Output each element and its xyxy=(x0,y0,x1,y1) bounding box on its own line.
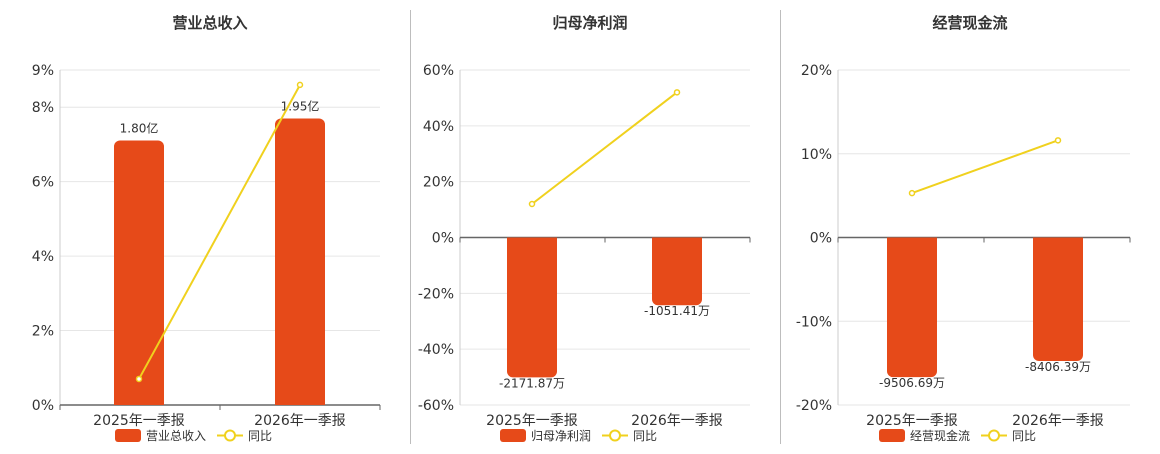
x-category-label: 2026年一季报 xyxy=(631,413,723,429)
x-category-label: 2025年一季报 xyxy=(866,413,958,429)
y-tick-label: 60% xyxy=(423,63,454,79)
legend-bar-label[interactable]: 归母净利润 xyxy=(531,429,591,443)
yoy-point[interactable] xyxy=(528,200,536,208)
bar-base xyxy=(1033,237,1083,246)
legend-line-marker xyxy=(609,429,621,442)
bar-value-label: 1.80亿 xyxy=(120,121,159,136)
y-tick-label: 2% xyxy=(32,324,54,340)
bar-value-label: -2171.87万 xyxy=(499,376,565,390)
legend-bar-label[interactable]: 营业总收入 xyxy=(146,429,206,443)
yoy-point[interactable] xyxy=(908,189,916,197)
bar-value-label: -1051.41万 xyxy=(644,304,710,318)
y-tick-label: -60% xyxy=(418,398,454,414)
y-tick-label: 4% xyxy=(32,249,54,265)
bar[interactable] xyxy=(507,237,557,378)
y-tick-label: -20% xyxy=(418,286,454,302)
legend-bar-label[interactable]: 经营现金流 xyxy=(910,428,970,443)
bar-base xyxy=(114,397,164,405)
bar-base xyxy=(887,237,937,246)
chart-svg: 经营现金流 -20% -10% 0% 10% 20% -9506.69万 -8406.39万 2… xyxy=(796,14,1131,443)
bar[interactable] xyxy=(1033,237,1083,362)
panel-divider xyxy=(410,10,411,444)
bar-base xyxy=(275,397,325,405)
y-tick-label: 8% xyxy=(32,100,54,116)
yoy-point[interactable] xyxy=(673,89,681,96)
y-tick-label: -10% xyxy=(796,314,832,330)
panel-divider xyxy=(780,10,781,444)
x-category-label: 2026年一季报 xyxy=(1012,413,1104,429)
legend-bar-swatch[interactable] xyxy=(500,429,526,442)
chart-panel: 经营现金流 -20% -10% 0% 10% 20% -9506.69万 -8406.39万 2… xyxy=(780,0,1160,450)
legend-line-marker xyxy=(224,429,236,442)
chart-title: 归母净利润 xyxy=(552,14,627,32)
chart-panel: 归母净利润 -60% -40% -20% 0% 20% 40% 60% -2171.87万 -10… xyxy=(410,0,770,450)
yoy-point[interactable] xyxy=(1054,137,1062,144)
bar-base xyxy=(507,237,557,246)
yoy-line xyxy=(911,139,1059,195)
y-tick-label: -20% xyxy=(796,398,832,414)
legend-line-label[interactable]: 同比 xyxy=(248,429,272,443)
y-tick-label: 20% xyxy=(801,63,832,79)
legend-line-label[interactable]: 同比 xyxy=(1012,429,1036,443)
yoy-point[interactable] xyxy=(296,81,304,89)
legend-line-marker xyxy=(988,429,1000,442)
chart-title: 经营现金流 xyxy=(932,14,1007,32)
bar[interactable] xyxy=(887,237,937,378)
y-tick-label: -40% xyxy=(418,342,454,358)
bar[interactable] xyxy=(275,118,325,405)
legend-bar-swatch[interactable] xyxy=(115,429,141,442)
bar[interactable] xyxy=(114,140,164,406)
x-category-label: 2025年一季报 xyxy=(486,413,578,429)
x-category-label: 2025年一季报 xyxy=(93,413,185,429)
bar-base xyxy=(652,237,702,246)
yoy-line xyxy=(531,91,678,205)
y-tick-label: 0% xyxy=(32,398,54,414)
chart-title: 营业总收入 xyxy=(172,14,247,32)
chart-svg: 归母净利润 -60% -40% -20% 0% 20% 40% 60% -2171.87万 -10… xyxy=(418,14,751,443)
yoy-point[interactable] xyxy=(135,375,143,383)
y-tick-label: 40% xyxy=(423,119,454,135)
bar-value-label: -8406.39万 xyxy=(1025,360,1091,374)
bar-value-label: -9506.69万 xyxy=(879,376,945,390)
x-category-label: 2026年一季报 xyxy=(254,413,346,429)
y-tick-label: 20% xyxy=(423,175,454,191)
bar[interactable] xyxy=(652,237,702,306)
y-tick-label: 6% xyxy=(32,175,54,191)
y-tick-label: 0% xyxy=(432,231,454,247)
chart-panel: 营业总收入 0% 2% 4% 6% 8% 9% 1.80亿 1.95亿 2025年一季报 2026年… xyxy=(0,0,390,450)
y-tick-label: 9% xyxy=(32,63,54,79)
yoy-line xyxy=(138,84,301,380)
legend-bar-swatch[interactable] xyxy=(879,429,905,442)
y-tick-label: 10% xyxy=(801,147,832,163)
legend-line-label[interactable]: 同比 xyxy=(633,429,657,443)
y-tick-label: 0% xyxy=(810,231,832,247)
